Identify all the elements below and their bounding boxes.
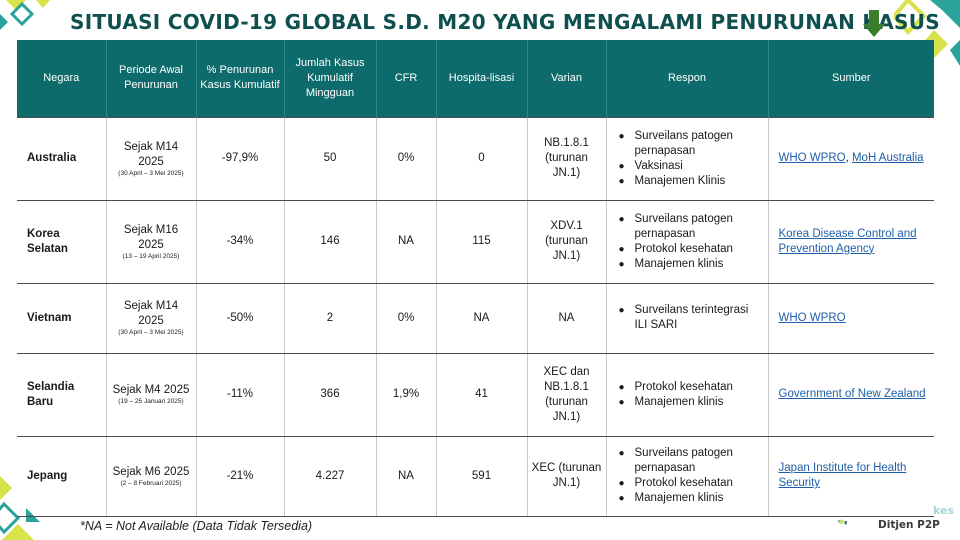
periode-label: Sejak M14 2025	[123, 140, 179, 168]
cell-periode: Sejak M14 2025 (30 April – 3 Mei 2025)	[106, 283, 197, 354]
cell-respon: Surveilans terintegrasi ILI SARI	[606, 283, 769, 354]
cell-varian: NA	[527, 283, 607, 354]
cell-penurunan: -21%	[196, 436, 285, 517]
cell-sumber: WHO WPRO, MoH Australia	[768, 116, 934, 201]
respon-item: Surveilans patogen pernapasan	[619, 129, 764, 159]
respon-item: Surveilans patogen pernapasan	[619, 446, 764, 476]
cell-varian: XDV.1 (turunan JN.1)	[527, 200, 607, 284]
respon-item: Manajemen klinis	[619, 257, 764, 272]
table-header-row: Negara Periode Awal Penurunan % Penuruna…	[17, 40, 934, 117]
cell-negara: Australia	[17, 116, 107, 201]
table-row: Vietnam Sejak M14 2025 (30 April – 3 Mei…	[17, 283, 934, 354]
periode-label: Sejak M4 2025	[112, 384, 190, 396]
header-jumlah: Jumlah Kasus Kumulatif Mingguan	[284, 40, 377, 117]
source-link[interactable]: MoH Australia	[851, 152, 924, 164]
covid-situation-table: Negara Periode Awal Penurunan % Penuruna…	[17, 40, 934, 517]
respon-item: Manajemen Klinis	[619, 174, 764, 189]
respon-item: Manajemen klinis	[619, 491, 764, 506]
cell-jumlah: 366	[284, 353, 377, 437]
cell-negara: Vietnam	[17, 283, 107, 354]
footnote: *NA = Not Available (Data Tidak Tersedia…	[80, 519, 313, 533]
cell-sumber: Government of New Zealand	[768, 353, 934, 437]
respon-item: Vaksinasi	[619, 159, 764, 174]
table-row: Australia Sejak M14 2025 (30 April – 3 M…	[17, 116, 934, 201]
header-penurunan: % Penurunan Kasus Kumulatif	[196, 40, 285, 117]
periode-label: Sejak M6 2025	[112, 465, 190, 478]
periode-label: Sejak M14 2025	[123, 300, 179, 327]
periode-detail: (13 – 19 April 2025)	[122, 252, 180, 260]
logo-tag: kes	[933, 504, 955, 517]
cell-periode: Sejak M4 2025 (19 – 25 Januari 2025)	[106, 353, 197, 437]
source-link[interactable]: Government of New Zealand	[778, 388, 926, 400]
source-separator: ,	[845, 152, 852, 164]
header-hospitalisasi: Hospita-lisasi	[436, 40, 528, 117]
source-link[interactable]: Korea Disease Control and Prevention Age…	[778, 227, 917, 255]
cell-respon: Protokol kesehatan Manajemen klinis	[606, 353, 769, 437]
cell-cfr: NA	[376, 200, 437, 284]
source-link[interactable]: WHO WPRO	[778, 152, 846, 164]
cell-periode: Sejak M14 2025 (30 April – 3 Mei 2025)	[106, 116, 197, 201]
cell-hospitalisasi: 0	[436, 116, 528, 201]
respon-item: Protokol kesehatan	[619, 476, 764, 491]
cell-respon: Surveilans patogen pernapasan Protokol k…	[606, 436, 769, 517]
cell-penurunan: -50%	[196, 283, 285, 354]
cell-respon: Surveilans patogen pernapasan Vaksinasi …	[606, 116, 769, 201]
source-link[interactable]: WHO WPRO	[778, 311, 846, 324]
cell-hospitalisasi: 41	[436, 353, 528, 437]
cell-negara: Jepang	[17, 436, 107, 517]
cell-varian: XEC dan NB.1.8.1 (turunan JN.1)	[527, 353, 607, 437]
periode-detail: (30 April – 3 Mei 2025)	[118, 169, 184, 177]
table-row: Korea Selatan Sejak M16 2025 (13 – 19 Ap…	[17, 200, 934, 284]
corner-decoration-top-left	[0, 0, 50, 30]
cell-jumlah: 2	[284, 283, 377, 354]
page-title: SITUASI COVID-19 GLOBAL S.D. M20 YANG ME…	[70, 10, 940, 34]
cell-cfr: 0%	[376, 116, 437, 201]
periode-detail: (30 April – 3 Mei 2025)	[118, 329, 184, 336]
cell-jumlah: 146	[284, 200, 377, 284]
cell-penurunan: -97,9%	[196, 116, 285, 201]
ditjen-p2p-logo-icon	[837, 519, 847, 525]
cell-sumber: Japan Institute for Health Security	[768, 436, 934, 517]
header-sumber: Sumber	[768, 40, 934, 117]
periode-detail: (2 – 8 Februari 2025)	[120, 479, 182, 487]
periode-detail: (19 – 25 Januari 2025)	[118, 398, 184, 405]
cell-jumlah: 50	[284, 116, 377, 201]
cell-varian: NB.1.8.1 (turunan JN.1)	[527, 116, 607, 201]
cell-cfr: NA	[376, 436, 437, 517]
cell-sumber: Korea Disease Control and Prevention Age…	[768, 200, 934, 284]
cell-varian: XEC (turunan JN.1)	[527, 436, 607, 517]
cell-sumber: WHO WPRO	[768, 283, 934, 354]
header-periode: Periode Awal Penurunan	[106, 40, 197, 117]
cell-penurunan: -11%	[196, 353, 285, 437]
cell-hospitalisasi: NA	[436, 283, 528, 354]
cell-hospitalisasi: 591	[436, 436, 528, 517]
cell-hospitalisasi: 115	[436, 200, 528, 284]
cell-cfr: 0%	[376, 283, 437, 354]
arrow-down-icon	[863, 10, 885, 37]
cell-penurunan: -34%	[196, 200, 285, 284]
cell-respon: Surveilans patogen pernapasan Protokol k…	[606, 200, 769, 284]
cell-cfr: 1,9%	[376, 353, 437, 437]
logo-text: Ditjen P2P	[878, 519, 940, 531]
cell-jumlah: 4.227	[284, 436, 377, 517]
header-negara: Negara	[17, 40, 107, 117]
header-cfr: CFR	[376, 40, 437, 117]
cell-negara: Selandia Baru	[17, 353, 107, 437]
source-link[interactable]: Japan Institute for Health Security	[778, 462, 907, 489]
cell-negara: Korea Selatan	[17, 200, 107, 284]
table-row: Jepang Sejak M6 2025 (2 – 8 Februari 202…	[17, 436, 934, 517]
respon-item: Manajemen klinis	[619, 395, 764, 410]
respon-item: Protokol kesehatan	[619, 380, 764, 395]
periode-label: Sejak M16 2025	[123, 223, 179, 251]
respon-item: Surveilans patogen pernapasan	[619, 212, 764, 242]
header-varian: Varian	[527, 40, 607, 117]
respon-item: Protokol kesehatan	[619, 242, 764, 257]
cell-periode: Sejak M16 2025 (13 – 19 April 2025)	[106, 200, 197, 284]
respon-item: Surveilans terintegrasi ILI SARI	[619, 303, 764, 333]
header-respon: Respon	[606, 40, 769, 117]
cell-periode: Sejak M6 2025 (2 – 8 Februari 2025)	[106, 436, 197, 517]
table-row: Selandia Baru Sejak M4 2025 (19 – 25 Jan…	[17, 353, 934, 437]
